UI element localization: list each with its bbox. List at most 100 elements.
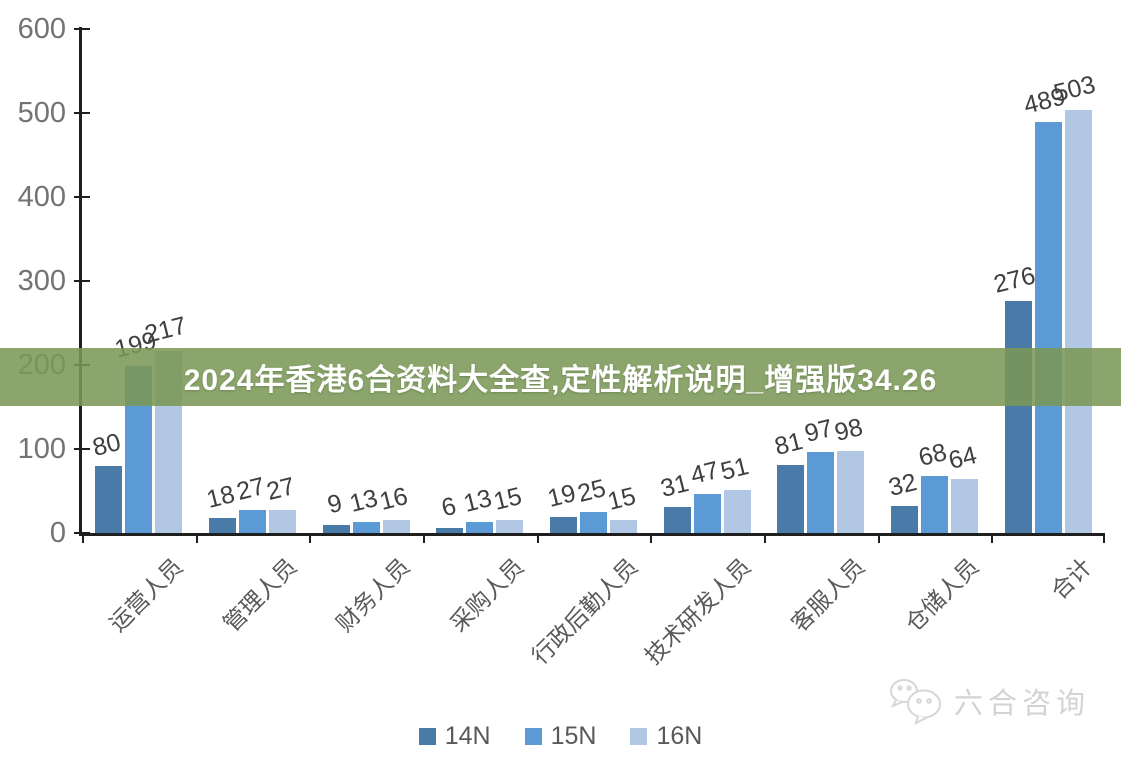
legend-item-16N: 16N xyxy=(630,722,702,751)
bar-value-label: 32 xyxy=(885,468,920,503)
bar-14N-运营人员: 80 xyxy=(90,428,123,533)
bar-group-9: 276 489 503 合计 xyxy=(991,0,1105,604)
bar-value-label: 9 xyxy=(324,489,346,520)
watermark: 六合咨询 xyxy=(884,674,1090,728)
legend-label-16N: 16N xyxy=(656,722,703,750)
legend-swatch-16N xyxy=(630,728,648,745)
bar-15N-采购人员: 13 xyxy=(461,484,494,533)
wechat-chat-bubbles-icon xyxy=(890,679,941,725)
y-tick-label-300: 300 xyxy=(17,265,66,297)
bar-value-label: 25 xyxy=(574,474,609,508)
y-tick-label-400: 400 xyxy=(17,181,66,213)
bar-value-label: 15 xyxy=(490,482,525,517)
legend-label-14N: 14N xyxy=(444,722,491,750)
x-axis-line xyxy=(79,533,1105,536)
y-tick-label-0: 0 xyxy=(49,517,66,549)
title-banner: 2024年香港6合资料大全查,定性解析说明_增强版34.26 xyxy=(0,348,1121,406)
category-label-运营人员: 运营人员 xyxy=(104,553,188,637)
bar-16N-合计: 503 xyxy=(1051,71,1098,533)
bar-group-6: 31 47 51 技术研发人员 xyxy=(640,0,764,669)
bar-15N-客服人员: 97 xyxy=(802,414,835,533)
bar-group-8: 32 68 64 仓储人员 xyxy=(878,0,992,637)
bar-14N-合计: 276 xyxy=(991,262,1038,533)
bar-16N-财务人员: 16 xyxy=(377,482,411,533)
plot-groups: 80 199 217 运营人员 18 27 27 管理人员 9 13 16 财务人员 6 13 15 采购人员… xyxy=(82,0,1105,669)
category-label-仓储人员: 仓储人员 xyxy=(899,553,984,637)
watermark-text: 六合咨询 xyxy=(954,688,1091,720)
legend-item-15N: 15N xyxy=(524,722,597,751)
bar-16N-技术研发人员: 51 xyxy=(718,452,752,533)
y-tick-100 xyxy=(74,448,90,450)
category-label-技术研发人员: 技术研发人员 xyxy=(639,553,756,670)
bar-group-7: 81 97 98 客服人员 xyxy=(764,0,878,637)
bar-value-label: 18 xyxy=(203,479,238,514)
bar-value-label: 97 xyxy=(801,413,836,448)
bar-16N-客服人员: 98 xyxy=(832,413,865,533)
bar-16N-采购人员: 15 xyxy=(491,482,524,533)
bar-14N-客服人员: 81 xyxy=(772,427,805,533)
bar-value-label: 19 xyxy=(544,479,579,514)
banner-title: 2024年香港6合资料大全查,定性解析说明_增强版34.26 xyxy=(183,364,938,397)
bar-value-label: 98 xyxy=(831,412,866,447)
bar-16N-管理人员: 27 xyxy=(263,472,297,533)
bar-value-label: 13 xyxy=(460,484,495,519)
bar-14N-采购人员: 6 xyxy=(436,492,464,533)
category-label-采购人员: 采购人员 xyxy=(445,553,529,637)
bar-15N-技术研发人员: 47 xyxy=(688,456,722,533)
bar-value-label: 503 xyxy=(1051,70,1099,109)
x-tick-0 xyxy=(82,533,84,543)
category-label-管理人员: 管理人员 xyxy=(217,553,302,637)
y-tick-600 xyxy=(74,28,90,30)
bar-value-label: 31 xyxy=(657,469,692,503)
bar-14N-仓储人员: 32 xyxy=(885,468,919,533)
bar-group-2: 18 27 27 管理人员 xyxy=(196,0,310,636)
x-tick-5 xyxy=(650,533,653,543)
bar-14N-财务人员: 9 xyxy=(322,489,350,533)
bar-value-label: 51 xyxy=(717,452,752,487)
bar-value-label: 16 xyxy=(376,481,411,516)
bar-16N-仓储人员: 64 xyxy=(945,441,979,533)
legend: 14N 15N 16N xyxy=(0,722,1121,751)
x-tick-2 xyxy=(309,533,312,543)
bar-15N-行政后勤人员: 25 xyxy=(574,474,608,533)
bar-value-label: 68 xyxy=(915,437,950,472)
bar-value-label: 80 xyxy=(89,427,124,462)
y-tick-label-600: 600 xyxy=(17,13,66,45)
bar-value-label: 276 xyxy=(991,261,1039,299)
bar-value-label: 15 xyxy=(604,482,639,517)
x-tick-9 xyxy=(1103,533,1105,543)
x-tick-7 xyxy=(877,533,880,543)
bar-value-label: 47 xyxy=(687,455,722,490)
category-label-财务人员: 财务人员 xyxy=(331,553,415,637)
x-tick-3 xyxy=(423,533,425,543)
bar-group-1: 80 199 217 运营人员 xyxy=(82,0,196,637)
bar-14N-技术研发人员: 31 xyxy=(658,469,692,533)
bar-15N-管理人员: 27 xyxy=(233,472,267,533)
legend-label-15N: 15N xyxy=(550,722,597,750)
y-tick-label-500: 500 xyxy=(17,97,66,129)
bar-value-label: 217 xyxy=(141,311,189,349)
legend-swatch-14N xyxy=(418,728,436,745)
bar-group-5: 19 25 15 行政后勤人员 xyxy=(526,0,651,669)
bar-14N-管理人员: 18 xyxy=(203,480,237,533)
bar-group-3: 9 13 16 财务人员 xyxy=(309,0,423,637)
x-tick-6 xyxy=(764,533,766,543)
bar-15N-合计: 489 xyxy=(1021,83,1068,533)
category-label-客服人员: 客服人员 xyxy=(786,553,870,637)
bar-16N-行政后勤人员: 15 xyxy=(604,482,638,533)
bar-value-label: 27 xyxy=(233,472,268,507)
bar-group-4: 6 13 15 采购人员 xyxy=(423,0,537,637)
bar-14N-行政后勤人员: 19 xyxy=(544,479,578,533)
category-label-合计: 合计 xyxy=(1045,553,1097,605)
bar-value-label: 64 xyxy=(945,441,980,476)
y-tick-label-100: 100 xyxy=(17,433,66,465)
y-tick-400 xyxy=(74,196,90,198)
y-tick-500 xyxy=(74,112,90,114)
legend-item-14N: 14N xyxy=(418,722,491,751)
bar-15N-财务人员: 13 xyxy=(347,484,381,533)
category-label-行政后勤人员: 行政后勤人员 xyxy=(526,553,643,670)
x-tick-4 xyxy=(536,533,539,543)
bar-15N-仓储人员: 68 xyxy=(915,438,949,533)
y-tick-300 xyxy=(74,280,90,282)
